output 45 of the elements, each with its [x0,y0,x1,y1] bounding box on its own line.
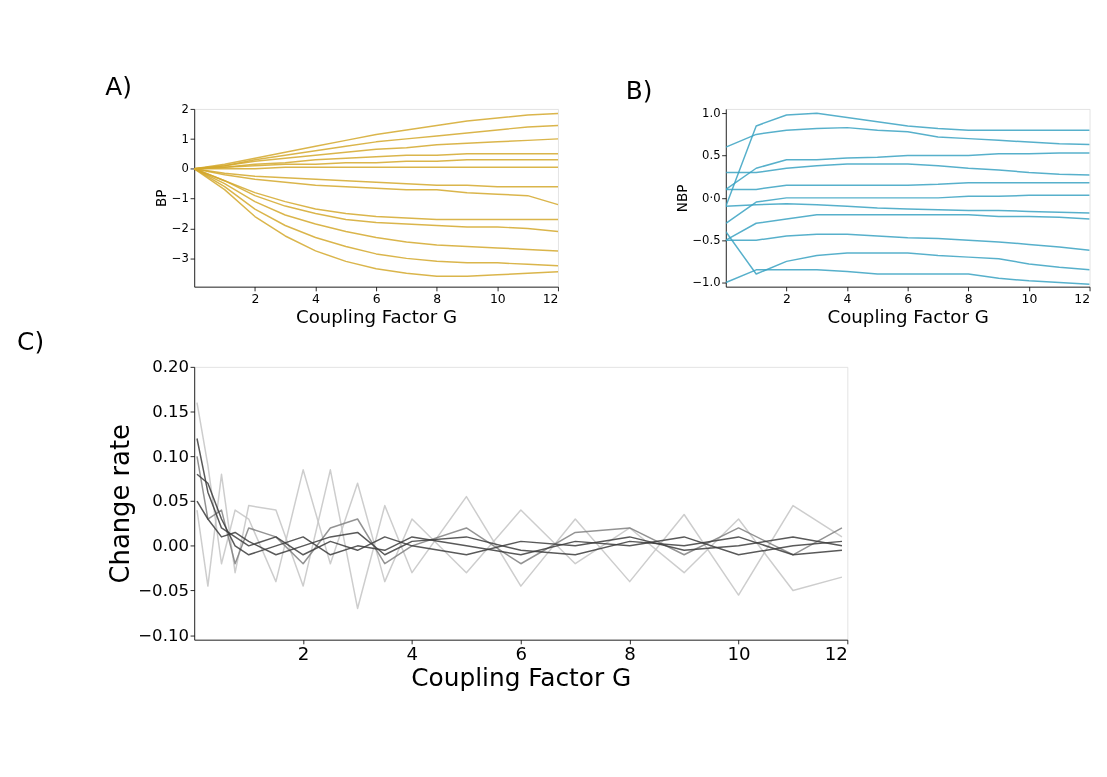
y-tick-label: −0.05 [138,580,189,600]
x-tick-label: 4 [843,290,852,306]
x-tick-label: 4 [312,290,321,306]
y-tick-label: −1 [171,191,189,206]
y-tick-label: 2 [181,101,189,116]
x-tick-label: 6 [515,643,528,665]
x-axis-title: Coupling Factor G [295,305,458,327]
x-tick-label: 10 [489,290,506,306]
x-tick-label: 2 [782,290,791,306]
y-axis-title: Change rate [105,424,136,584]
x-tick-label: 8 [624,643,636,665]
y-tick-label: −0.10 [138,625,189,645]
y-tick-label: 0.5 [702,148,721,163]
y-tick-label: 0.00 [152,536,189,556]
y-tick-label: −1.0 [692,275,721,290]
x-tick-label: 12 [824,643,848,665]
x-axis-title: Coupling Factor G [827,305,989,327]
y-tick-label: −3 [171,251,189,266]
x-tick-label: 12 [542,290,559,306]
x-tick-label: 10 [1021,290,1038,306]
y-tick-label: 0 [181,161,189,176]
x-tick-label: 2 [297,643,310,665]
x-tick-label: 6 [904,290,913,306]
x-tick-label: 2 [251,290,260,306]
y-axis-title: BP [153,189,170,208]
x-tick-label: 12 [1074,290,1091,306]
chart-title: B) [625,76,653,106]
y-tick-label: 0.10 [152,446,189,466]
y-tick-label: 1 [181,131,189,146]
x-tick-label: 4 [406,643,419,665]
y-tick-label: −0.5 [692,232,721,247]
y-tick-label: −2 [171,221,189,236]
x-tick-label: 6 [372,290,381,306]
x-axis-title: Coupling Factor G [411,663,632,693]
y-tick-label: 0.05 [152,491,189,511]
y-axis-title: NBP [673,184,690,213]
y-tick-label: 0.20 [152,357,189,377]
y-tick-label: 0·0 [702,190,721,205]
y-tick-label: 0.15 [152,402,189,422]
chart-title: C) [17,327,45,357]
x-tick-label: 10 [727,643,751,665]
chart-title: A) [105,71,132,101]
x-tick-label: 8 [433,290,442,306]
y-tick-label: 1.0 [702,105,721,120]
x-tick-label: 8 [964,290,973,306]
